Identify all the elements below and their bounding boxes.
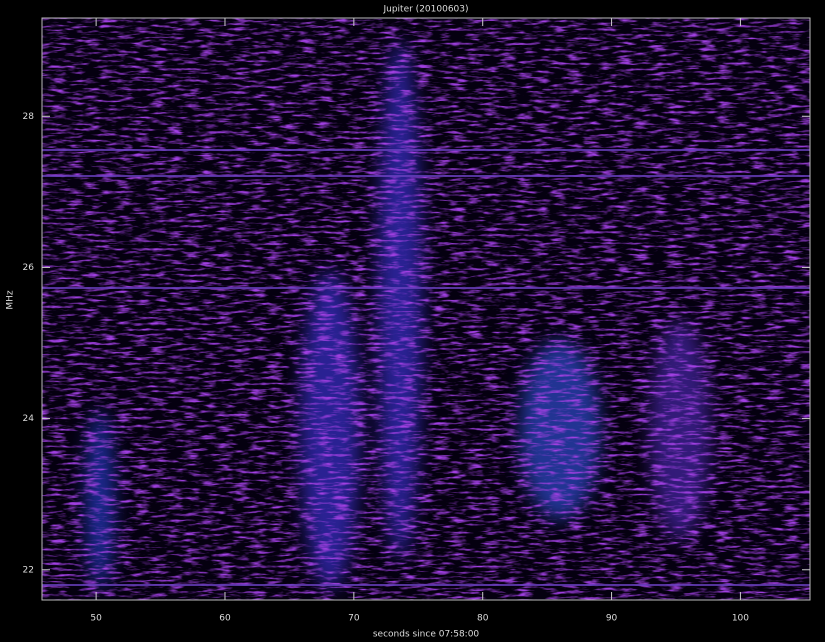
x-tick-label: 100 <box>732 614 749 624</box>
x-axis-label: seconds since 07:58:00 <box>373 630 480 640</box>
y-tick-label: 22 <box>23 565 34 575</box>
y-tick-label: 26 <box>23 263 35 273</box>
chart-title: Jupiter (20100603) <box>382 5 468 15</box>
page: Jupiter (20100603) seconds since 07:58:0… <box>0 0 825 642</box>
y-tick-label: 28 <box>23 112 35 122</box>
x-tick-label: 80 <box>477 614 489 624</box>
noise-texture <box>42 18 810 600</box>
y-tick-label: 24 <box>23 414 35 424</box>
x-tick-label: 60 <box>219 614 231 624</box>
x-tick-label: 50 <box>90 614 102 624</box>
x-tick-label: 90 <box>606 614 618 624</box>
x-tick-label: 70 <box>348 614 360 624</box>
chart: Jupiter (20100603) seconds since 07:58:0… <box>0 0 825 642</box>
spectrogram <box>42 18 810 600</box>
y-axis-label: MHz <box>6 290 16 310</box>
